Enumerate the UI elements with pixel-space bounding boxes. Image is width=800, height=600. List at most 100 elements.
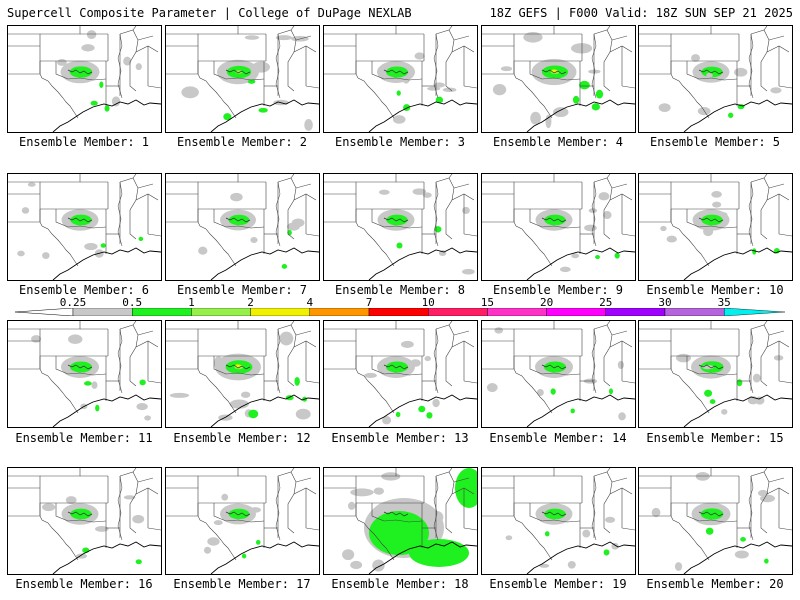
state-boundary (463, 380, 477, 384)
colorbar-segment (72, 308, 133, 316)
scp-field-contour (500, 66, 513, 72)
state-boundary (463, 527, 477, 531)
state-boundary (435, 471, 455, 534)
page-title: Supercell Composite Parameter | College … (7, 6, 412, 20)
state-boundary (639, 475, 672, 488)
map-canvas (166, 26, 319, 132)
ensemble-member-map (323, 467, 478, 575)
state-boundary (778, 380, 792, 384)
scp-field-contour (675, 353, 691, 363)
state-boundary (768, 35, 785, 41)
state-boundary (132, 174, 137, 179)
coastline (210, 394, 319, 427)
map-canvas (8, 468, 161, 574)
state-boundary (611, 477, 628, 483)
state-boundary (606, 26, 611, 31)
colorbar-tick-label: 1 (188, 296, 195, 309)
coastline (526, 394, 635, 427)
state-boundary (324, 73, 395, 119)
colorbar-tick-label: 0.25 (59, 296, 87, 309)
state-boundary (324, 515, 395, 561)
scp-field-contour (294, 376, 300, 386)
ensemble-member-map (323, 320, 478, 428)
state-boundary (435, 29, 455, 92)
state-boundary (639, 340, 672, 369)
scp-field-contour (228, 214, 250, 226)
boundary-line (698, 217, 724, 223)
state-boundary (324, 475, 357, 488)
ensemble-member-label: Ensemble Member: 14 (489, 431, 627, 445)
ensemble-member-map (165, 25, 320, 133)
ensemble-member-map (7, 467, 162, 575)
state-boundary (686, 209, 738, 229)
state-boundary (639, 181, 672, 194)
state-boundary (451, 193, 475, 201)
state-boundary (763, 468, 768, 473)
ensemble-member-label: Ensemble Member: 1 (18, 135, 150, 149)
scp-field-contour (369, 511, 429, 555)
state-boundary (621, 527, 635, 531)
coastline (52, 394, 161, 427)
scp-field-contour (617, 360, 624, 370)
map-canvas (8, 26, 161, 132)
state-boundary (766, 45, 790, 53)
scp-field-contour (364, 372, 377, 379)
river (591, 33, 597, 99)
state-boundary (277, 471, 297, 534)
state-boundary (482, 33, 515, 46)
scp-field-contour (552, 107, 569, 118)
boundary-line (541, 511, 567, 517)
state-boundary (147, 380, 161, 384)
ensemble-member-label: Ensemble Member: 5 (649, 135, 781, 149)
state-boundary (290, 26, 295, 31)
ensemble-member-map (481, 173, 636, 281)
scp-field-contour (760, 494, 776, 503)
scp-field-contour (598, 192, 610, 201)
boundary-line (383, 217, 409, 223)
scp-field-contour (740, 537, 747, 542)
coastline (368, 541, 477, 574)
state-boundary (213, 356, 265, 376)
scp-field-contour (703, 226, 714, 237)
scp-field-contour (84, 242, 98, 251)
state-boundary (639, 221, 710, 267)
scp-field-contour (734, 550, 749, 559)
ensemble-member-map (481, 25, 636, 133)
scp-field-contour (427, 86, 441, 91)
state-boundary (639, 45, 672, 74)
state-boundary (166, 73, 237, 119)
state-boundary (137, 477, 154, 483)
state-boundary (778, 527, 792, 531)
state-boundary (8, 45, 41, 74)
scp-field-contour (304, 118, 313, 131)
scp-field-contour (611, 542, 619, 550)
scp-field-contour (138, 236, 144, 242)
ensemble-member-label: Ensemble Member: 12 (173, 431, 311, 445)
scp-field-contour (674, 562, 683, 571)
state-boundary (766, 487, 790, 495)
coastline (368, 394, 477, 427)
scp-field-contour (721, 212, 728, 218)
scp-field-contour (281, 263, 288, 269)
scp-field-contour (424, 356, 431, 362)
ensemble-member-map (638, 467, 793, 575)
state-boundary (482, 221, 553, 267)
scp-field-contour (86, 30, 97, 40)
river (591, 475, 597, 541)
scp-field-contour (505, 535, 513, 541)
state-boundary (166, 340, 199, 369)
river (591, 181, 597, 247)
river (748, 328, 754, 394)
state-boundary (293, 45, 317, 53)
scp-field-contour (603, 549, 610, 556)
ensemble-member-map (481, 320, 636, 428)
ensemble-member-map (638, 173, 793, 281)
scp-field-contour (213, 356, 224, 370)
scp-field-contour (660, 225, 667, 232)
scp-field-contour (539, 563, 550, 568)
scp-field-contour (135, 559, 142, 565)
coastline (683, 541, 792, 574)
state-boundary (132, 321, 137, 326)
colorbar-segment (724, 308, 785, 316)
scp-field-contour (712, 201, 722, 208)
